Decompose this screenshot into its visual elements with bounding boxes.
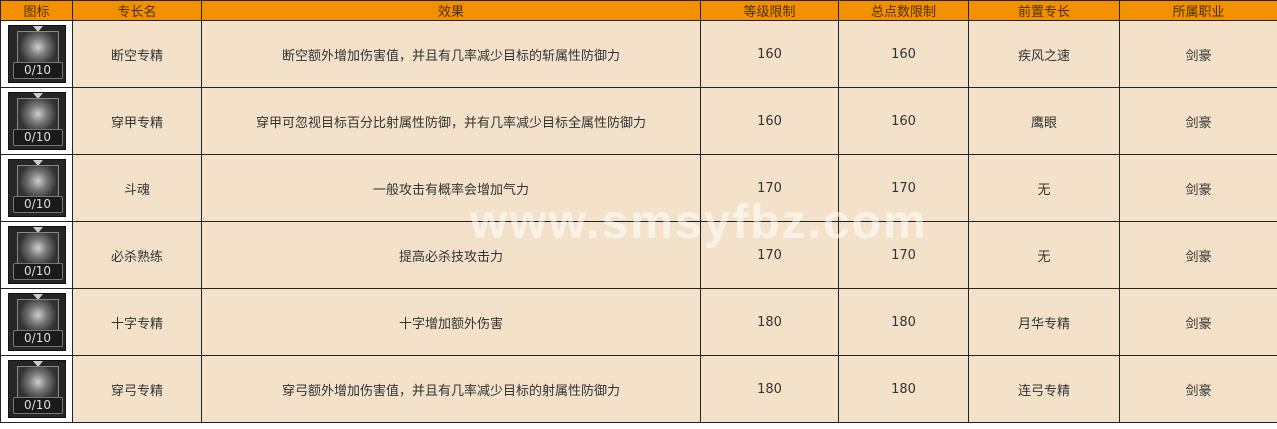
class: 剑豪	[1119, 221, 1277, 289]
header-name: 专长名	[72, 0, 202, 21]
skill-image	[16, 165, 59, 197]
skill-level: 0/10	[12, 196, 63, 213]
icon-cell: 0/10	[0, 355, 73, 423]
class: 剑豪	[1119, 20, 1277, 88]
skill-image	[16, 98, 59, 130]
prerequisite: 疾风之速	[968, 20, 1120, 88]
skill-image	[16, 299, 59, 331]
skill-name: 十字专精	[72, 288, 202, 356]
skill-name: 斗魂	[72, 154, 202, 222]
fighter-skill-icon: 0/10	[7, 159, 66, 217]
skill-effect: 穿甲可忽视目标百分比射属性防御，并有几率减少目标全属性防御力	[201, 87, 701, 155]
skill-level: 0/10	[12, 397, 63, 414]
level-limit: 170	[700, 221, 839, 289]
skill-image	[16, 366, 59, 398]
prerequisite: 无	[968, 154, 1120, 222]
level-limit: 170	[700, 154, 839, 222]
skill-level: 0/10	[12, 330, 63, 347]
header-effect: 效果	[201, 0, 701, 21]
header-row: 图标 专长名 效果 等级限制 总点数限制 前置专长 所属职业	[0, 0, 1277, 21]
skill-level: 0/10	[12, 263, 63, 280]
skill-image	[16, 31, 59, 63]
level-limit: 160	[700, 20, 839, 88]
cross-skill-icon: 0/10	[7, 293, 66, 351]
total-points: 170	[838, 221, 969, 289]
skill-name: 断空专精	[72, 20, 202, 88]
arrow-icon	[32, 26, 43, 32]
class: 剑豪	[1119, 87, 1277, 155]
class: 剑豪	[1119, 355, 1277, 423]
class: 剑豪	[1119, 288, 1277, 356]
table-row: 0/10 穿弓专精 穿弓额外增加伤害值，并且有几率减少目标的射属性防御力 180 180…	[0, 355, 1277, 423]
icon-cell: 0/10	[0, 154, 73, 222]
table-row: 0/10 穿甲专精 穿甲可忽视目标百分比射属性防御，并有几率减少目标全属性防御力 16…	[0, 87, 1277, 155]
icon-cell: 0/10	[0, 20, 73, 88]
level-limit: 180	[700, 288, 839, 356]
header-icon: 图标	[0, 0, 73, 21]
prerequisite: 连弓专精	[968, 355, 1120, 423]
skill-level: 0/10	[12, 129, 63, 146]
pierce-skill-icon: 0/10	[7, 92, 66, 150]
icon-cell: 0/10	[0, 221, 73, 289]
skill-name: 穿弓专精	[72, 355, 202, 423]
prerequisite: 月华专精	[968, 288, 1120, 356]
total-points: 160	[838, 87, 969, 155]
arrow-icon	[32, 361, 43, 367]
skill-effect: 一般攻击有概率会增加气力	[201, 154, 701, 222]
arrow-icon	[32, 160, 43, 166]
bow-skill-icon: 0/10	[7, 360, 66, 418]
skill-effect: 断空额外增加伤害值，并且有几率减少目标的斩属性防御力	[201, 20, 701, 88]
header-class: 所属职业	[1119, 0, 1277, 21]
total-points: 180	[838, 288, 969, 356]
table-row: 0/10 必杀熟练 提高必杀技攻击力 170 170 无剑豪	[0, 221, 1277, 289]
slash-skill-icon: 0/10	[7, 25, 66, 83]
skill-level: 0/10	[12, 62, 63, 79]
prerequisite: 鹰眼	[968, 87, 1120, 155]
total-points: 180	[838, 355, 969, 423]
level-limit: 160	[700, 87, 839, 155]
total-points: 170	[838, 154, 969, 222]
skill-effect: 穿弓额外增加伤害值，并且有几率减少目标的射属性防御力	[201, 355, 701, 423]
table-row: 0/10 断空专精 断空额外增加伤害值，并且有几率减少目标的斩属性防御力 160 160…	[0, 20, 1277, 88]
class: 剑豪	[1119, 154, 1277, 222]
skill-effect: 提高必杀技攻击力	[201, 221, 701, 289]
table-row: 0/10 斗魂 一般攻击有概率会增加气力 170 170 无剑豪	[0, 154, 1277, 222]
table-row: 0/10 十字专精 十字增加额外伤害 180 180 月华专精 剑豪	[0, 288, 1277, 356]
arrow-icon	[32, 93, 43, 99]
skill-name: 必杀熟练	[72, 221, 202, 289]
skill-name: 穿甲专精	[72, 87, 202, 155]
header-level-limit: 等级限制	[700, 0, 839, 21]
skill-effect: 十字增加额外伤害	[201, 288, 701, 356]
arrow-icon	[32, 294, 43, 300]
critical-skill-icon: 0/10	[7, 226, 66, 284]
arrow-icon	[32, 227, 43, 233]
icon-cell: 0/10	[0, 288, 73, 356]
icon-cell: 0/10	[0, 87, 73, 155]
header-total-points: 总点数限制	[838, 0, 969, 21]
level-limit: 180	[700, 355, 839, 423]
header-prerequisite: 前置专长	[968, 0, 1120, 21]
skill-image	[16, 232, 59, 264]
prerequisite: 无	[968, 221, 1120, 289]
total-points: 160	[838, 20, 969, 88]
